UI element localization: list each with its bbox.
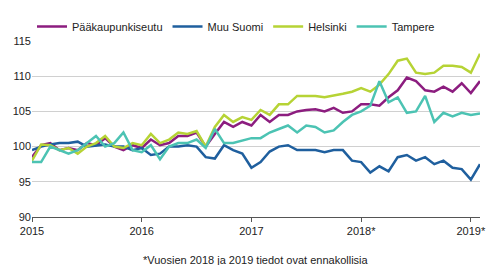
svg-text:100: 100 <box>13 140 31 152</box>
svg-text:Muu Suomi: Muu Suomi <box>208 21 264 33</box>
svg-text:110: 110 <box>13 70 31 82</box>
svg-text:2019*: 2019* <box>456 225 485 237</box>
svg-text:2015: 2015 <box>20 225 44 237</box>
svg-text:*Vuosien 2018 ja 2019 tiedot o: *Vuosien 2018 ja 2019 tiedot ovat ennako… <box>143 254 369 265</box>
svg-text:115: 115 <box>13 35 31 47</box>
svg-text:95: 95 <box>19 176 31 188</box>
svg-text:105: 105 <box>13 105 31 117</box>
svg-text:Pääkaupunkiseutu: Pääkaupunkiseutu <box>72 21 163 33</box>
svg-text:Tampere: Tampere <box>392 21 435 33</box>
svg-text:2018*: 2018* <box>347 225 376 237</box>
svg-text:Helsinki: Helsinki <box>308 21 347 33</box>
svg-text:2017: 2017 <box>239 225 263 237</box>
svg-text:90: 90 <box>19 211 31 223</box>
svg-text:2016: 2016 <box>129 225 153 237</box>
